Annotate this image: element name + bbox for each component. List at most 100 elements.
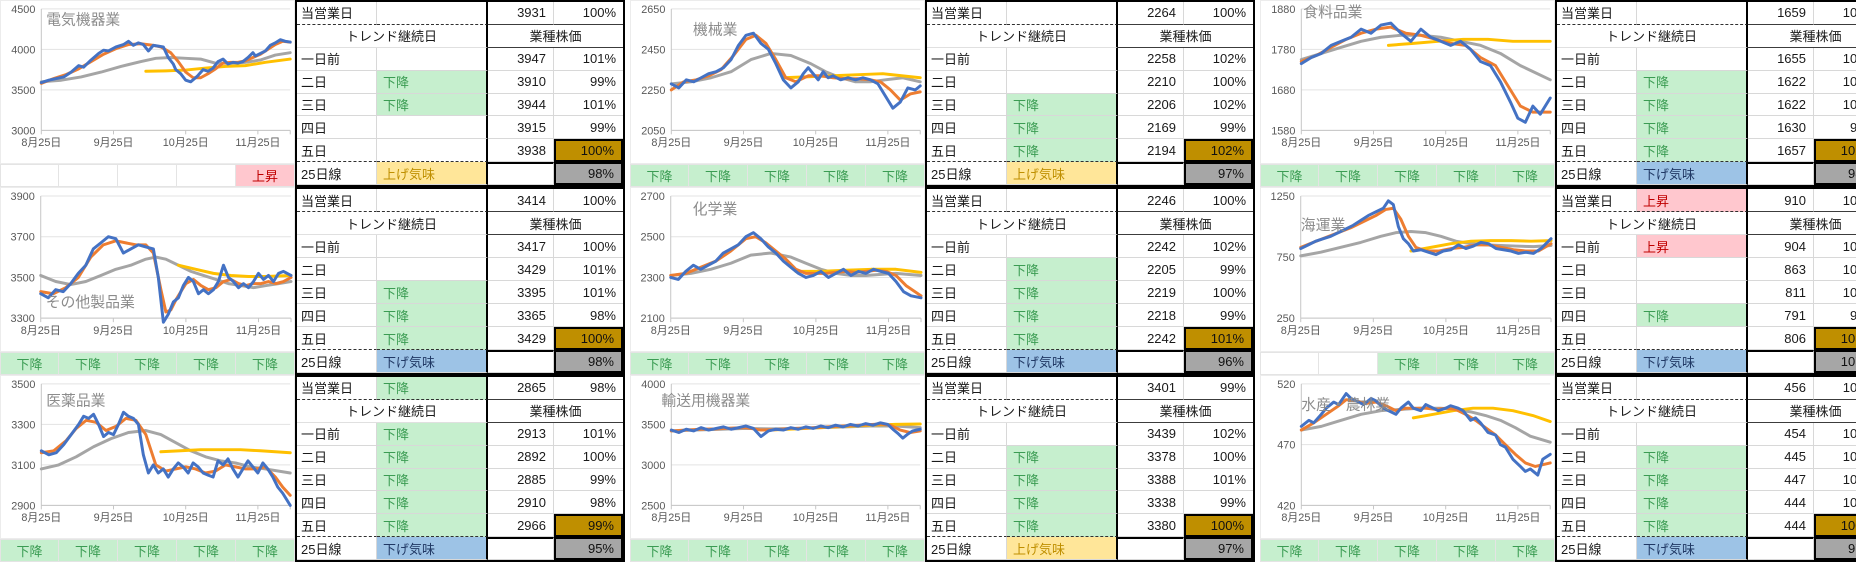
cell-current-day-label[interactable]: 当営業日 bbox=[927, 2, 1007, 25]
cell-day-trend[interactable]: 下降 bbox=[1637, 116, 1748, 140]
cell-day-label[interactable]: 四日 bbox=[927, 116, 1007, 140]
cell-ma25-pct[interactable]: 96% bbox=[1184, 350, 1253, 373]
cell-subheader-trend-days[interactable]: トレンド継続日 bbox=[1557, 24, 1748, 48]
cell-subheader-sector-price[interactable]: 業種株価 bbox=[488, 212, 623, 235]
cell-current-day-label[interactable]: 当営業日 bbox=[1557, 2, 1637, 25]
cell-subheader-trend-days[interactable]: トレンド継続日 bbox=[1557, 399, 1748, 423]
cell-day-value[interactable]: 3938 bbox=[488, 139, 554, 163]
cell-day-value[interactable]: 1655 bbox=[1748, 47, 1814, 71]
sector-chart[interactable]: 2700 2500 2300 2100 8月25日 9月25日 10月25日 11月25日 化学… bbox=[630, 187, 925, 352]
footer-trend-cell[interactable]: 下降 bbox=[177, 539, 236, 562]
cell-day-value[interactable]: 3380 bbox=[1118, 514, 1184, 538]
cell-day-value[interactable]: 3910 bbox=[488, 70, 554, 94]
footer-trend-cell[interactable]: 下降 bbox=[866, 352, 925, 375]
cell-day-label[interactable]: 一日前 bbox=[927, 422, 1007, 446]
cell-current-day-value[interactable]: 3931 bbox=[488, 2, 554, 25]
footer-trend-cell[interactable]: 下降 bbox=[807, 539, 866, 562]
cell-current-day-value[interactable]: 2246 bbox=[1118, 189, 1184, 212]
footer-trend-cell[interactable]: 下降 bbox=[1378, 539, 1437, 562]
cell-day-trend[interactable]: 下降 bbox=[1007, 281, 1118, 304]
cell-day-value[interactable]: 2242 bbox=[1118, 235, 1184, 258]
cell-ma25-label[interactable]: 25日線 bbox=[297, 537, 377, 560]
cell-subheader-sector-price[interactable]: 業種株価 bbox=[488, 25, 623, 48]
cell-current-day-pct[interactable]: 100% bbox=[554, 189, 623, 212]
cell-current-day-value[interactable]: 1659 bbox=[1748, 2, 1814, 25]
cell-current-day-trend[interactable]: 上昇 bbox=[1637, 189, 1748, 212]
cell-day-pct[interactable]: 99% bbox=[554, 469, 623, 492]
cell-current-day-pct[interactable]: 100% bbox=[1814, 2, 1856, 25]
cell-day-trend[interactable]: 下降 bbox=[377, 514, 488, 538]
cell-ma25-pct[interactable]: 97% bbox=[1184, 162, 1253, 185]
cell-day-trend[interactable]: 下降 bbox=[1637, 304, 1748, 327]
cell-day-trend[interactable]: 下降 bbox=[1637, 70, 1748, 94]
cell-day-label[interactable]: 四日 bbox=[1557, 491, 1637, 515]
sector-chart[interactable]: 4500 4000 3500 3000 8月25日 9月25日 10月25日 11月25日 電気… bbox=[0, 0, 295, 164]
cell-current-day-label[interactable]: 当営業日 bbox=[297, 2, 377, 25]
cell-day-trend[interactable]: 下降 bbox=[377, 281, 488, 304]
footer-trend-cell[interactable]: 下降 bbox=[748, 164, 807, 187]
cell-day-pct-highlight[interactable]: 102% bbox=[1814, 139, 1856, 163]
cell-day-value[interactable]: 3915 bbox=[488, 116, 554, 140]
footer-trend-cell[interactable]: 下降 bbox=[866, 164, 925, 187]
cell-day-label[interactable]: 一日前 bbox=[927, 235, 1007, 258]
footer-trend-cell[interactable]: 下降 bbox=[1496, 539, 1555, 562]
cell-day-label[interactable]: 一日前 bbox=[297, 235, 377, 258]
cell-current-day-pct[interactable]: 100% bbox=[554, 2, 623, 25]
cell-day-pct[interactable]: 101% bbox=[554, 94, 623, 117]
cell-day-pct[interactable]: 101% bbox=[554, 258, 623, 281]
cell-ma25-trend[interactable]: 上げ気味 bbox=[1007, 162, 1118, 185]
cell-day-pct[interactable]: 98% bbox=[1814, 116, 1856, 140]
cell-day-label[interactable]: 五日 bbox=[297, 139, 377, 163]
cell-day-value[interactable]: 445 bbox=[1748, 445, 1814, 469]
cell-day-trend[interactable]: 下降 bbox=[1007, 139, 1118, 163]
cell-day-trend[interactable] bbox=[1007, 422, 1118, 446]
cell-day-pct[interactable]: 99% bbox=[1184, 491, 1253, 515]
cell-subheader-sector-price[interactable]: 業種株価 bbox=[488, 400, 623, 423]
footer-trend-cell[interactable]: 下降 bbox=[1319, 164, 1378, 187]
cell-day-value[interactable]: 3388 bbox=[1118, 468, 1184, 492]
footer-trend-cell[interactable]: 下降 bbox=[689, 352, 748, 375]
cell-day-label[interactable]: 五日 bbox=[297, 514, 377, 538]
cell-current-day-trend[interactable] bbox=[1007, 189, 1118, 212]
footer-trend-cell[interactable]: 上昇 bbox=[236, 164, 295, 187]
cell-day-label[interactable]: 五日 bbox=[927, 139, 1007, 163]
cell-day-trend[interactable]: 下降 bbox=[1637, 491, 1748, 515]
footer-trend-cell[interactable]: 下降 bbox=[59, 539, 118, 562]
cell-day-trend[interactable]: 下降 bbox=[1007, 116, 1118, 140]
cell-day-trend[interactable] bbox=[1007, 47, 1118, 71]
cell-subheader-sector-price[interactable]: 業種株価 bbox=[1748, 212, 1856, 235]
footer-trend-cell[interactable] bbox=[118, 164, 177, 187]
cell-day-pct-highlight[interactable]: 100% bbox=[554, 139, 623, 163]
cell-day-value[interactable]: 3429 bbox=[488, 258, 554, 281]
cell-day-pct[interactable]: 99% bbox=[554, 71, 623, 94]
cell-day-label[interactable]: 五日 bbox=[297, 327, 377, 350]
cell-day-label[interactable]: 二日 bbox=[1557, 445, 1637, 469]
cell-day-trend[interactable]: 下降 bbox=[377, 422, 488, 446]
cell-current-day-value[interactable]: 2865 bbox=[488, 377, 554, 400]
footer-trend-cell[interactable] bbox=[1260, 352, 1319, 375]
cell-day-label[interactable]: 二日 bbox=[1557, 258, 1637, 281]
cell-day-trend[interactable]: 下降 bbox=[1007, 445, 1118, 469]
cell-day-value[interactable]: 2910 bbox=[488, 491, 554, 515]
footer-trend-cell[interactable]: 下降 bbox=[1437, 164, 1496, 187]
footer-trend-cell[interactable]: 下降 bbox=[1378, 352, 1437, 375]
cell-subheader-trend-days[interactable]: トレンド継続日 bbox=[927, 399, 1118, 423]
cell-day-trend[interactable]: 下降 bbox=[1007, 304, 1118, 327]
cell-ma25-trend[interactable]: 下げ気味 bbox=[1007, 350, 1118, 373]
cell-day-label[interactable]: 二日 bbox=[297, 445, 377, 469]
cell-day-trend[interactable]: 下降 bbox=[1007, 93, 1118, 117]
cell-ma25-value[interactable] bbox=[1748, 350, 1814, 373]
cell-ma25-pct[interactable]: 98% bbox=[554, 350, 623, 373]
cell-ma25-value[interactable] bbox=[1118, 350, 1184, 373]
cell-day-pct-highlight[interactable]: 101% bbox=[1184, 327, 1253, 350]
cell-day-value[interactable]: 447 bbox=[1748, 468, 1814, 492]
cell-day-value[interactable]: 1630 bbox=[1748, 116, 1814, 140]
cell-day-pct[interactable]: 100% bbox=[554, 446, 623, 469]
cell-ma25-trend[interactable]: 上げ気味 bbox=[1007, 537, 1118, 560]
cell-ma25-label[interactable]: 25日線 bbox=[1557, 162, 1637, 185]
cell-current-day-label[interactable]: 当営業日 bbox=[1557, 189, 1637, 212]
cell-subheader-trend-days[interactable]: トレンド継続日 bbox=[927, 24, 1118, 48]
cell-day-pct[interactable]: 99% bbox=[1184, 304, 1253, 327]
cell-day-label[interactable]: 一日前 bbox=[297, 422, 377, 446]
cell-ma25-value[interactable] bbox=[488, 537, 554, 560]
